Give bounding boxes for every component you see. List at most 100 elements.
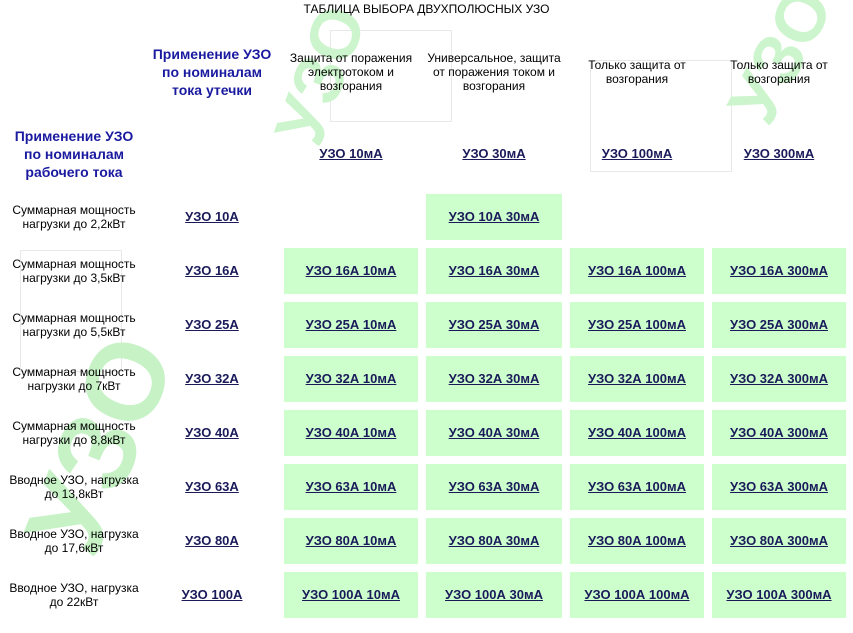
column-description: Только защита от возгорания bbox=[588, 58, 686, 86]
table-row: Вводное УЗО, нагрузка до 13,8кВт УЗО 63А У… bbox=[8, 464, 846, 510]
page-title: ТАБЛИЦА ВЫБОРА ДВУХПОЛЮСНЫХ УЗО bbox=[303, 2, 550, 16]
rated-current-cell: УЗО 32А bbox=[148, 356, 276, 402]
rcd-option-link[interactable]: УЗО 32А 100мА bbox=[588, 371, 686, 386]
rcd-option-link[interactable]: УЗО 80А 30мА bbox=[448, 533, 540, 548]
rated-current-link[interactable]: УЗО 40А bbox=[185, 425, 239, 440]
rcd-option-cell: УЗО 32А 10мА bbox=[284, 356, 418, 402]
rcd-option-cell: УЗО 32А 30мА bbox=[426, 356, 562, 402]
rated-current-link[interactable]: УЗО 25А bbox=[185, 317, 239, 332]
table-row: Вводное УЗО, нагрузка до 17,6кВт УЗО 80А У… bbox=[8, 518, 846, 564]
rcd-option-cell: УЗО 63А 100мА bbox=[570, 464, 704, 510]
row-label: Суммарная мощность нагрузки до 3,5кВт bbox=[12, 257, 136, 285]
rcd-option-link[interactable]: УЗО 100А 100мА bbox=[584, 587, 690, 602]
rcd-option-cell: УЗО 80А 10мА bbox=[284, 518, 418, 564]
rated-current-cell: УЗО 16А bbox=[148, 248, 276, 294]
rcd-option-link[interactable]: УЗО 63А 30мА bbox=[448, 479, 540, 494]
rated-current-cell: УЗО 40А bbox=[148, 410, 276, 456]
empty-cell bbox=[712, 194, 846, 240]
column-description: Защита от поражения электротоком и возго… bbox=[289, 51, 413, 93]
rcd-option-link[interactable]: УЗО 40А 300мА bbox=[730, 425, 828, 440]
rcd-option-link[interactable]: УЗО 80А 10мА bbox=[305, 533, 397, 548]
rcd-option-cell: УЗО 16А 100мА bbox=[570, 248, 704, 294]
rcd-option-cell: УЗО 40А 300мА bbox=[712, 410, 846, 456]
row-label: Суммарная мощность нагрузки до 7кВт bbox=[12, 365, 136, 393]
table-row: Суммарная мощность нагрузки до 5,5кВт УЗО… bbox=[8, 302, 846, 348]
rcd-option-link[interactable]: УЗО 63А 300мА bbox=[730, 479, 828, 494]
link-header-row: Применение УЗО по номиналам рабочего ток… bbox=[8, 122, 846, 186]
rcd-option-link[interactable]: УЗО 100А 300мА bbox=[726, 587, 832, 602]
rcd-option-link[interactable]: УЗО 40А 10мА bbox=[305, 425, 397, 440]
rcd-option-link[interactable]: УЗО 16А 300мА bbox=[730, 263, 828, 278]
column-description: Только защита от возгорания bbox=[730, 58, 828, 86]
rcd-option-link[interactable]: УЗО 100А 10мА bbox=[302, 587, 400, 602]
row-label: Суммарная мощность нагрузки до 5,5кВт bbox=[12, 311, 136, 339]
rcd-option-link[interactable]: УЗО 100А 30мА bbox=[445, 587, 543, 602]
rcd-option-cell: УЗО 25А 100мА bbox=[570, 302, 704, 348]
rcd-option-link[interactable]: УЗО 25А 10мА bbox=[305, 317, 397, 332]
rcd-option-cell: УЗО 32А 100мА bbox=[570, 356, 704, 402]
table-row: Вводное УЗО, нагрузка до 22кВт УЗО 100А УЗ… bbox=[8, 572, 846, 618]
rcd-option-link[interactable]: УЗО 32А 10мА bbox=[305, 371, 397, 386]
working-current-heading: Применение УЗО по номиналам рабочего ток… bbox=[14, 128, 134, 180]
column-link-100ma[interactable]: УЗО 100мА bbox=[601, 146, 673, 161]
column-link-30ma[interactable]: УЗО 30мА bbox=[462, 146, 526, 161]
rcd-option-cell: УЗО 16А 10мА bbox=[284, 248, 418, 294]
rcd-option-cell: УЗО 80А 300мА bbox=[712, 518, 846, 564]
rcd-option-link[interactable]: УЗО 25А 30мА bbox=[448, 317, 540, 332]
rcd-option-link[interactable]: УЗО 40А 100мА bbox=[588, 425, 686, 440]
rcd-option-link[interactable]: УЗО 32А 300мА bbox=[730, 371, 828, 386]
column-link-300ma[interactable]: УЗО 300мА bbox=[743, 146, 815, 161]
rcd-option-cell: УЗО 80А 30мА bbox=[426, 518, 562, 564]
rcd-option-cell: УЗО 63А 30мА bbox=[426, 464, 562, 510]
table-row: Суммарная мощность нагрузки до 2,2кВт УЗО… bbox=[8, 194, 846, 240]
selection-table: Применение УЗО по номиналам тока утечки … bbox=[0, 22, 853, 626]
column-link-10ma[interactable]: УЗО 10мА bbox=[319, 146, 383, 161]
rcd-option-cell: УЗО 40А 30мА bbox=[426, 410, 562, 456]
rcd-option-cell: УЗО 100А 100мА bbox=[570, 572, 704, 618]
rated-current-cell: УЗО 80А bbox=[148, 518, 276, 564]
rcd-option-cell: УЗО 16А 30мА bbox=[426, 248, 562, 294]
rated-current-link[interactable]: УЗО 16А bbox=[185, 263, 239, 278]
rcd-option-cell: УЗО 10А 30мА bbox=[426, 194, 562, 240]
row-label: Вводное УЗО, нагрузка до 17,6кВт bbox=[9, 527, 139, 555]
rcd-option-link[interactable]: УЗО 25А 300мА bbox=[730, 317, 828, 332]
rcd-option-link[interactable]: УЗО 63А 10мА bbox=[305, 479, 397, 494]
rcd-option-link[interactable]: УЗО 80А 300мА bbox=[730, 533, 828, 548]
rcd-option-link[interactable]: УЗО 25А 100мА bbox=[588, 317, 686, 332]
rcd-option-link[interactable]: УЗО 63А 100мА bbox=[588, 479, 686, 494]
rcd-option-link[interactable]: УЗО 10А 30мА bbox=[448, 209, 540, 224]
empty-cell bbox=[570, 194, 704, 240]
rated-current-link[interactable]: УЗО 80А bbox=[185, 533, 239, 548]
rcd-option-cell: УЗО 63А 300мА bbox=[712, 464, 846, 510]
row-label: Суммарная мощность нагрузки до 2,2кВт bbox=[12, 203, 136, 231]
rcd-option-link[interactable]: УЗО 16А 10мА bbox=[305, 263, 397, 278]
corner-cell bbox=[8, 30, 140, 114]
column-link-cell: УЗО 10мА bbox=[284, 122, 418, 186]
rcd-option-link[interactable]: УЗО 32А 30мА bbox=[448, 371, 540, 386]
rcd-option-cell: УЗО 100А 10мА bbox=[284, 572, 418, 618]
table-row: Суммарная мощность нагрузки до 8,8кВт УЗО… bbox=[8, 410, 846, 456]
header-row: Применение УЗО по номиналам тока утечки … bbox=[8, 30, 846, 114]
rcd-option-link[interactable]: УЗО 80А 100мА bbox=[588, 533, 686, 548]
rcd-option-cell: УЗО 16А 300мА bbox=[712, 248, 846, 294]
rated-current-link[interactable]: УЗО 63А bbox=[185, 479, 239, 494]
rcd-option-cell: УЗО 25А 10мА bbox=[284, 302, 418, 348]
empty-cell bbox=[284, 194, 418, 240]
rcd-option-cell: УЗО 40А 10мА bbox=[284, 410, 418, 456]
rated-current-link[interactable]: УЗО 100А bbox=[181, 587, 243, 602]
table-body: Суммарная мощность нагрузки до 2,2кВт УЗО… bbox=[8, 194, 846, 618]
rated-current-link[interactable]: УЗО 10А bbox=[185, 209, 239, 224]
rcd-option-link[interactable]: УЗО 16А 30мА bbox=[448, 263, 540, 278]
row-label: Суммарная мощность нагрузки до 8,8кВт bbox=[12, 419, 136, 447]
rcd-option-link[interactable]: УЗО 40А 30мА bbox=[448, 425, 540, 440]
table-row: Суммарная мощность нагрузки до 7кВт УЗО 3… bbox=[8, 356, 846, 402]
row-label: Вводное УЗО, нагрузка до 22кВт bbox=[9, 581, 139, 609]
rated-current-link[interactable]: УЗО 32А bbox=[185, 371, 239, 386]
empty-cell bbox=[148, 122, 276, 186]
row-label: Вводное УЗО, нагрузка до 13,8кВт bbox=[9, 473, 139, 501]
rcd-option-cell: УЗО 25А 300мА bbox=[712, 302, 846, 348]
rcd-option-link[interactable]: УЗО 16А 100мА bbox=[588, 263, 686, 278]
rated-current-cell: УЗО 10А bbox=[148, 194, 276, 240]
table-row: Суммарная мощность нагрузки до 3,5кВт УЗО… bbox=[8, 248, 846, 294]
rcd-option-cell: УЗО 100А 30мА bbox=[426, 572, 562, 618]
